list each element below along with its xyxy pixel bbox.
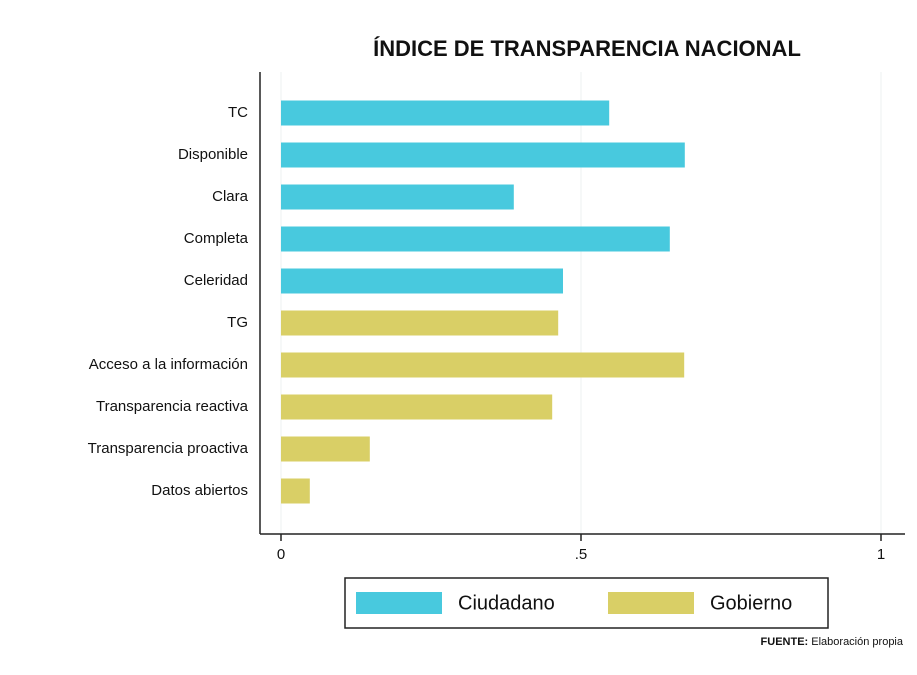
bar [281, 226, 670, 252]
y-tick-label: Acceso a la información [89, 356, 248, 373]
legend-label: Ciudadano [458, 592, 555, 614]
bar [281, 394, 553, 420]
y-tick-label: Datos abiertos [151, 482, 248, 499]
chart-title: ÍNDICE DE TRANSPARENCIA NACIONAL [373, 36, 801, 61]
y-tick-label: Transparencia proactiva [88, 440, 249, 457]
y-tick-label: TG [227, 314, 248, 331]
bar [281, 142, 685, 168]
bar [281, 478, 310, 504]
legend-label: Gobierno [710, 592, 792, 614]
legend-swatch [356, 592, 442, 614]
bar [281, 268, 563, 294]
y-tick-label: TC [228, 104, 248, 121]
y-tick-label: Celeridad [184, 272, 248, 289]
source-label: FUENTE: [761, 636, 809, 648]
bar [281, 436, 370, 462]
y-tick-label: Completa [184, 230, 249, 247]
bar [281, 352, 685, 378]
y-tick-label: Transparencia reactiva [96, 398, 249, 415]
bar [281, 310, 559, 336]
legend-box [344, 577, 829, 629]
source-note: FUENTE: Elaboración propia [761, 636, 904, 648]
x-tick-label: 1 [877, 546, 885, 563]
source-text: Elaboración propia [811, 636, 904, 648]
x-tick-label: .5 [575, 546, 588, 563]
bar [281, 100, 610, 126]
bar [281, 184, 514, 210]
y-tick-label: Clara [212, 188, 249, 205]
y-tick-label: Disponible [178, 146, 248, 163]
legend-swatch [608, 592, 694, 614]
x-tick-label: 0 [277, 546, 285, 563]
